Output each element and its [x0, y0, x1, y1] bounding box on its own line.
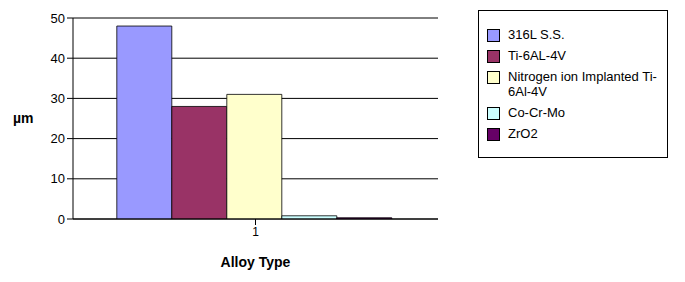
- svg-text:10: 10: [51, 171, 65, 186]
- svg-text:1: 1: [252, 225, 259, 239]
- svg-text:Alloy Type: Alloy Type: [221, 254, 291, 270]
- html-text:ZrO2: ZrO2: [508, 126, 538, 141]
- html-text:Ti-6AL-4V: Ti-6AL-4V: [508, 48, 566, 63]
- svg-text:20: 20: [51, 131, 65, 146]
- svg-text:30: 30: [51, 91, 65, 106]
- svg-text:µm: µm: [13, 110, 34, 126]
- svg-text:0: 0: [58, 212, 65, 227]
- html-text:Nitrogen ion Implanted Ti-6Al-: Nitrogen ion Implanted Ti-6Al-4V: [508, 69, 657, 99]
- svg-text:50: 50: [51, 11, 65, 26]
- html-text:Co-Cr-Mo: Co-Cr-Mo: [508, 105, 566, 120]
- html-text:316L S.S.: 316L S.S.: [508, 27, 565, 42]
- svg-text:40: 40: [51, 51, 65, 66]
